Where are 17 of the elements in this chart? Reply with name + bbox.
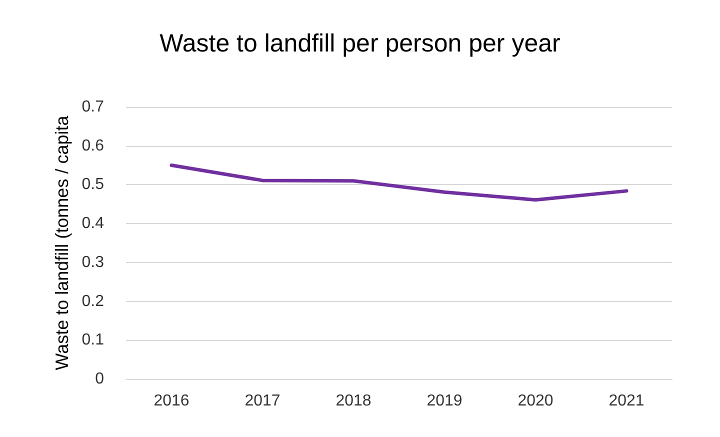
y-axis-title: Waste to landfill (tonnes / capita — [52, 114, 72, 370]
line-series — [170, 164, 628, 202]
x-tick-label: 2017 — [244, 392, 280, 410]
x-tick-label: 2018 — [336, 392, 372, 410]
x-tick-label: 2020 — [518, 392, 554, 410]
x-tick-label: 2021 — [608, 392, 644, 410]
y-tick-label: 0.4 — [82, 215, 104, 232]
y-tick-label: 0.5 — [82, 176, 104, 194]
x-tick-label: 2019 — [426, 392, 462, 410]
y-tick-label: 0 — [95, 370, 104, 388]
y-tick-label: 0.2 — [82, 292, 104, 310]
x-tick-label: 2016 — [154, 392, 190, 410]
y-tick-label: 0.3 — [82, 254, 104, 271]
chart-title: Waste to landfill per person per year — [160, 30, 560, 58]
y-tick-label: 0.7 — [82, 98, 104, 116]
y-tick-label: 0.1 — [82, 332, 104, 349]
y-tick-label: 0.6 — [82, 137, 104, 154]
